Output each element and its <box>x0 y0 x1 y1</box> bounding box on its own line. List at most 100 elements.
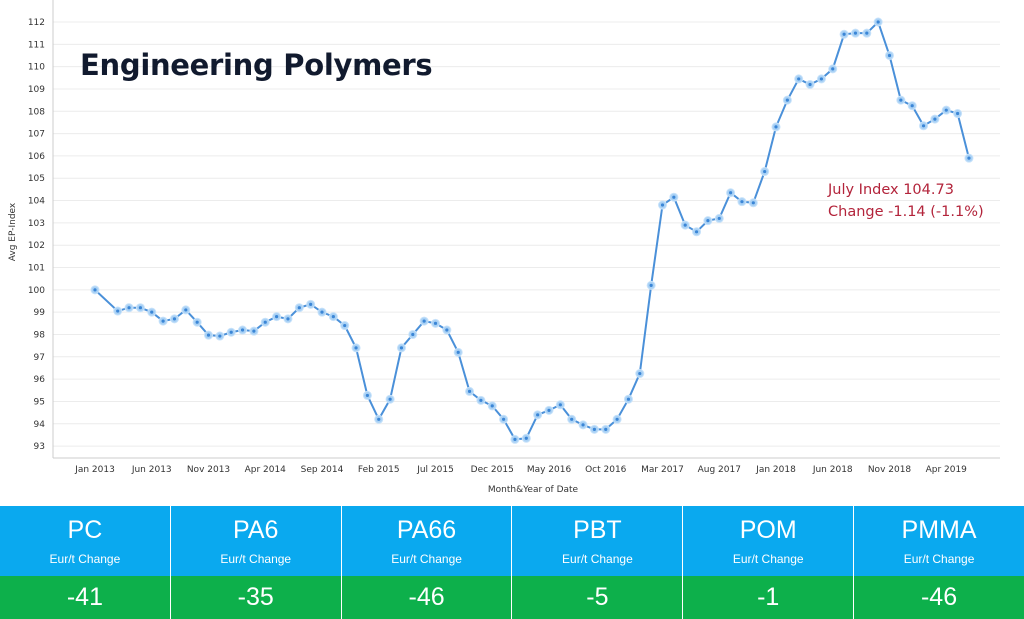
x-tick-label: Mar 2017 <box>641 465 684 475</box>
polymer-unit: Eur/t Change <box>391 552 462 566</box>
data-point-center <box>774 125 778 129</box>
polymer-change-value: -41 <box>0 576 170 619</box>
x-tick-label: Jan 2013 <box>74 465 115 475</box>
data-point-center <box>808 82 812 87</box>
data-point-center <box>604 427 608 431</box>
data-point-center <box>399 346 404 350</box>
x-tick-label: Oct 2016 <box>585 465 627 475</box>
data-point-center <box>536 413 540 417</box>
data-point-center <box>819 77 824 81</box>
y-tick-label: 101 <box>28 264 45 274</box>
data-point-center <box>763 169 767 174</box>
chart-title: Engineering Polymers <box>80 48 433 82</box>
y-tick-label: 94 <box>34 420 46 430</box>
data-point-center <box>365 393 369 398</box>
data-point-center <box>467 389 472 393</box>
y-tick-label: 110 <box>28 63 45 73</box>
data-point-center <box>899 98 903 102</box>
data-point-center <box>138 306 142 310</box>
x-tick-label: Jun 2013 <box>131 465 172 475</box>
series-line <box>94 20 970 441</box>
polymer-header: PC Eur/t Change <box>0 506 170 576</box>
x-tick-label: Jul 2015 <box>416 465 454 475</box>
polymer-change-table: PC Eur/t Change -41 PA6 Eur/t Change -35 P… <box>0 506 1024 619</box>
polymer-column-pa6: PA6 Eur/t Change -35 <box>169 506 341 619</box>
x-tick-label: Feb 2015 <box>358 465 400 475</box>
polymer-name: PMMA <box>901 516 977 544</box>
polymer-change-value: -1 <box>683 576 854 619</box>
data-point-center <box>456 350 460 354</box>
polymer-change-value: -35 <box>170 576 341 619</box>
data-point-center <box>286 317 290 321</box>
data-point-center <box>240 328 245 332</box>
data-point-center <box>229 330 233 334</box>
data-point-center <box>411 332 415 337</box>
data-point-center <box>887 53 892 58</box>
polymer-header: POM Eur/t Change <box>683 506 854 576</box>
data-point-center <box>116 309 120 313</box>
y-tick-label: 108 <box>28 107 45 117</box>
data-point-center <box>865 31 869 35</box>
data-point-center <box>785 98 789 102</box>
data-point-center <box>944 108 948 112</box>
polymer-unit: Eur/t Change <box>732 552 804 566</box>
data-point-center <box>649 283 653 287</box>
data-point-center <box>683 223 687 227</box>
x-tick-label: Dec 2015 <box>471 465 514 475</box>
data-point-center <box>93 288 97 292</box>
data-point-center <box>615 417 619 421</box>
data-point-center <box>729 191 733 195</box>
y-tick-label: 93 <box>34 442 45 452</box>
y-axis-title: Avg EP-Index <box>8 202 18 261</box>
polymer-name: PBT <box>573 516 622 544</box>
data-point-center <box>502 417 506 421</box>
polymer-name: PA66 <box>396 516 457 544</box>
data-point-center <box>592 427 597 431</box>
y-tick-label: 105 <box>28 174 45 184</box>
data-point-center <box>309 302 313 306</box>
july-index-annotation: July Index 104.73 Change -1.14 (-1.1%) <box>828 179 984 223</box>
y-tick-label: 100 <box>28 286 45 296</box>
data-point-center <box>445 328 449 332</box>
data-point-center <box>275 315 279 319</box>
data-point-center <box>490 404 494 408</box>
x-tick-label: Apr 2014 <box>245 465 287 475</box>
data-point-center <box>672 195 676 199</box>
data-point-center <box>433 321 438 325</box>
data-point-center <box>377 417 381 421</box>
x-tick-label: May 2016 <box>527 465 572 475</box>
data-point-center <box>797 77 801 81</box>
polymer-header: PA6 Eur/t Change <box>170 506 341 576</box>
polymer-header: PMMA Eur/t Change <box>854 506 1024 576</box>
y-tick-label: 106 <box>28 152 45 162</box>
y-tick-label: 97 <box>34 353 45 363</box>
x-tick-label: Jan 2018 <box>755 465 796 475</box>
data-point-center <box>694 230 699 234</box>
polymer-unit: Eur/t Change <box>220 552 292 566</box>
data-point-center <box>513 437 517 441</box>
data-point-center <box>921 124 926 128</box>
data-point-center <box>853 31 858 35</box>
x-tick-label: Aug 2017 <box>698 465 741 475</box>
polymer-column-pbt: PBT Eur/t Change -5 <box>511 506 683 619</box>
data-point-center <box>150 310 154 314</box>
y-tick-label: 95 <box>34 397 45 407</box>
x-tick-label: Sep 2014 <box>301 465 344 475</box>
polymer-column-pc: PC Eur/t Change -41 <box>0 506 170 619</box>
polymer-name: POM <box>739 516 797 544</box>
y-tick-label: 98 <box>34 330 46 340</box>
annotation-change: Change -1.14 (-1.1%) <box>828 204 984 220</box>
data-point-center <box>717 216 721 221</box>
data-point-center <box>638 371 642 376</box>
data-point-center <box>581 423 585 427</box>
data-point-center <box>660 203 665 207</box>
y-tick-label: 99 <box>34 308 46 318</box>
data-point-center <box>161 319 165 323</box>
data-point-center <box>252 329 256 333</box>
polymer-header: PBT Eur/t Change <box>512 506 683 576</box>
data-point-center <box>956 111 960 116</box>
annotation-index: July Index 104.73 <box>828 182 954 198</box>
data-point-center <box>910 104 914 108</box>
polymer-unit: Eur/t Change <box>49 552 121 566</box>
y-tick-label: 102 <box>28 241 45 251</box>
